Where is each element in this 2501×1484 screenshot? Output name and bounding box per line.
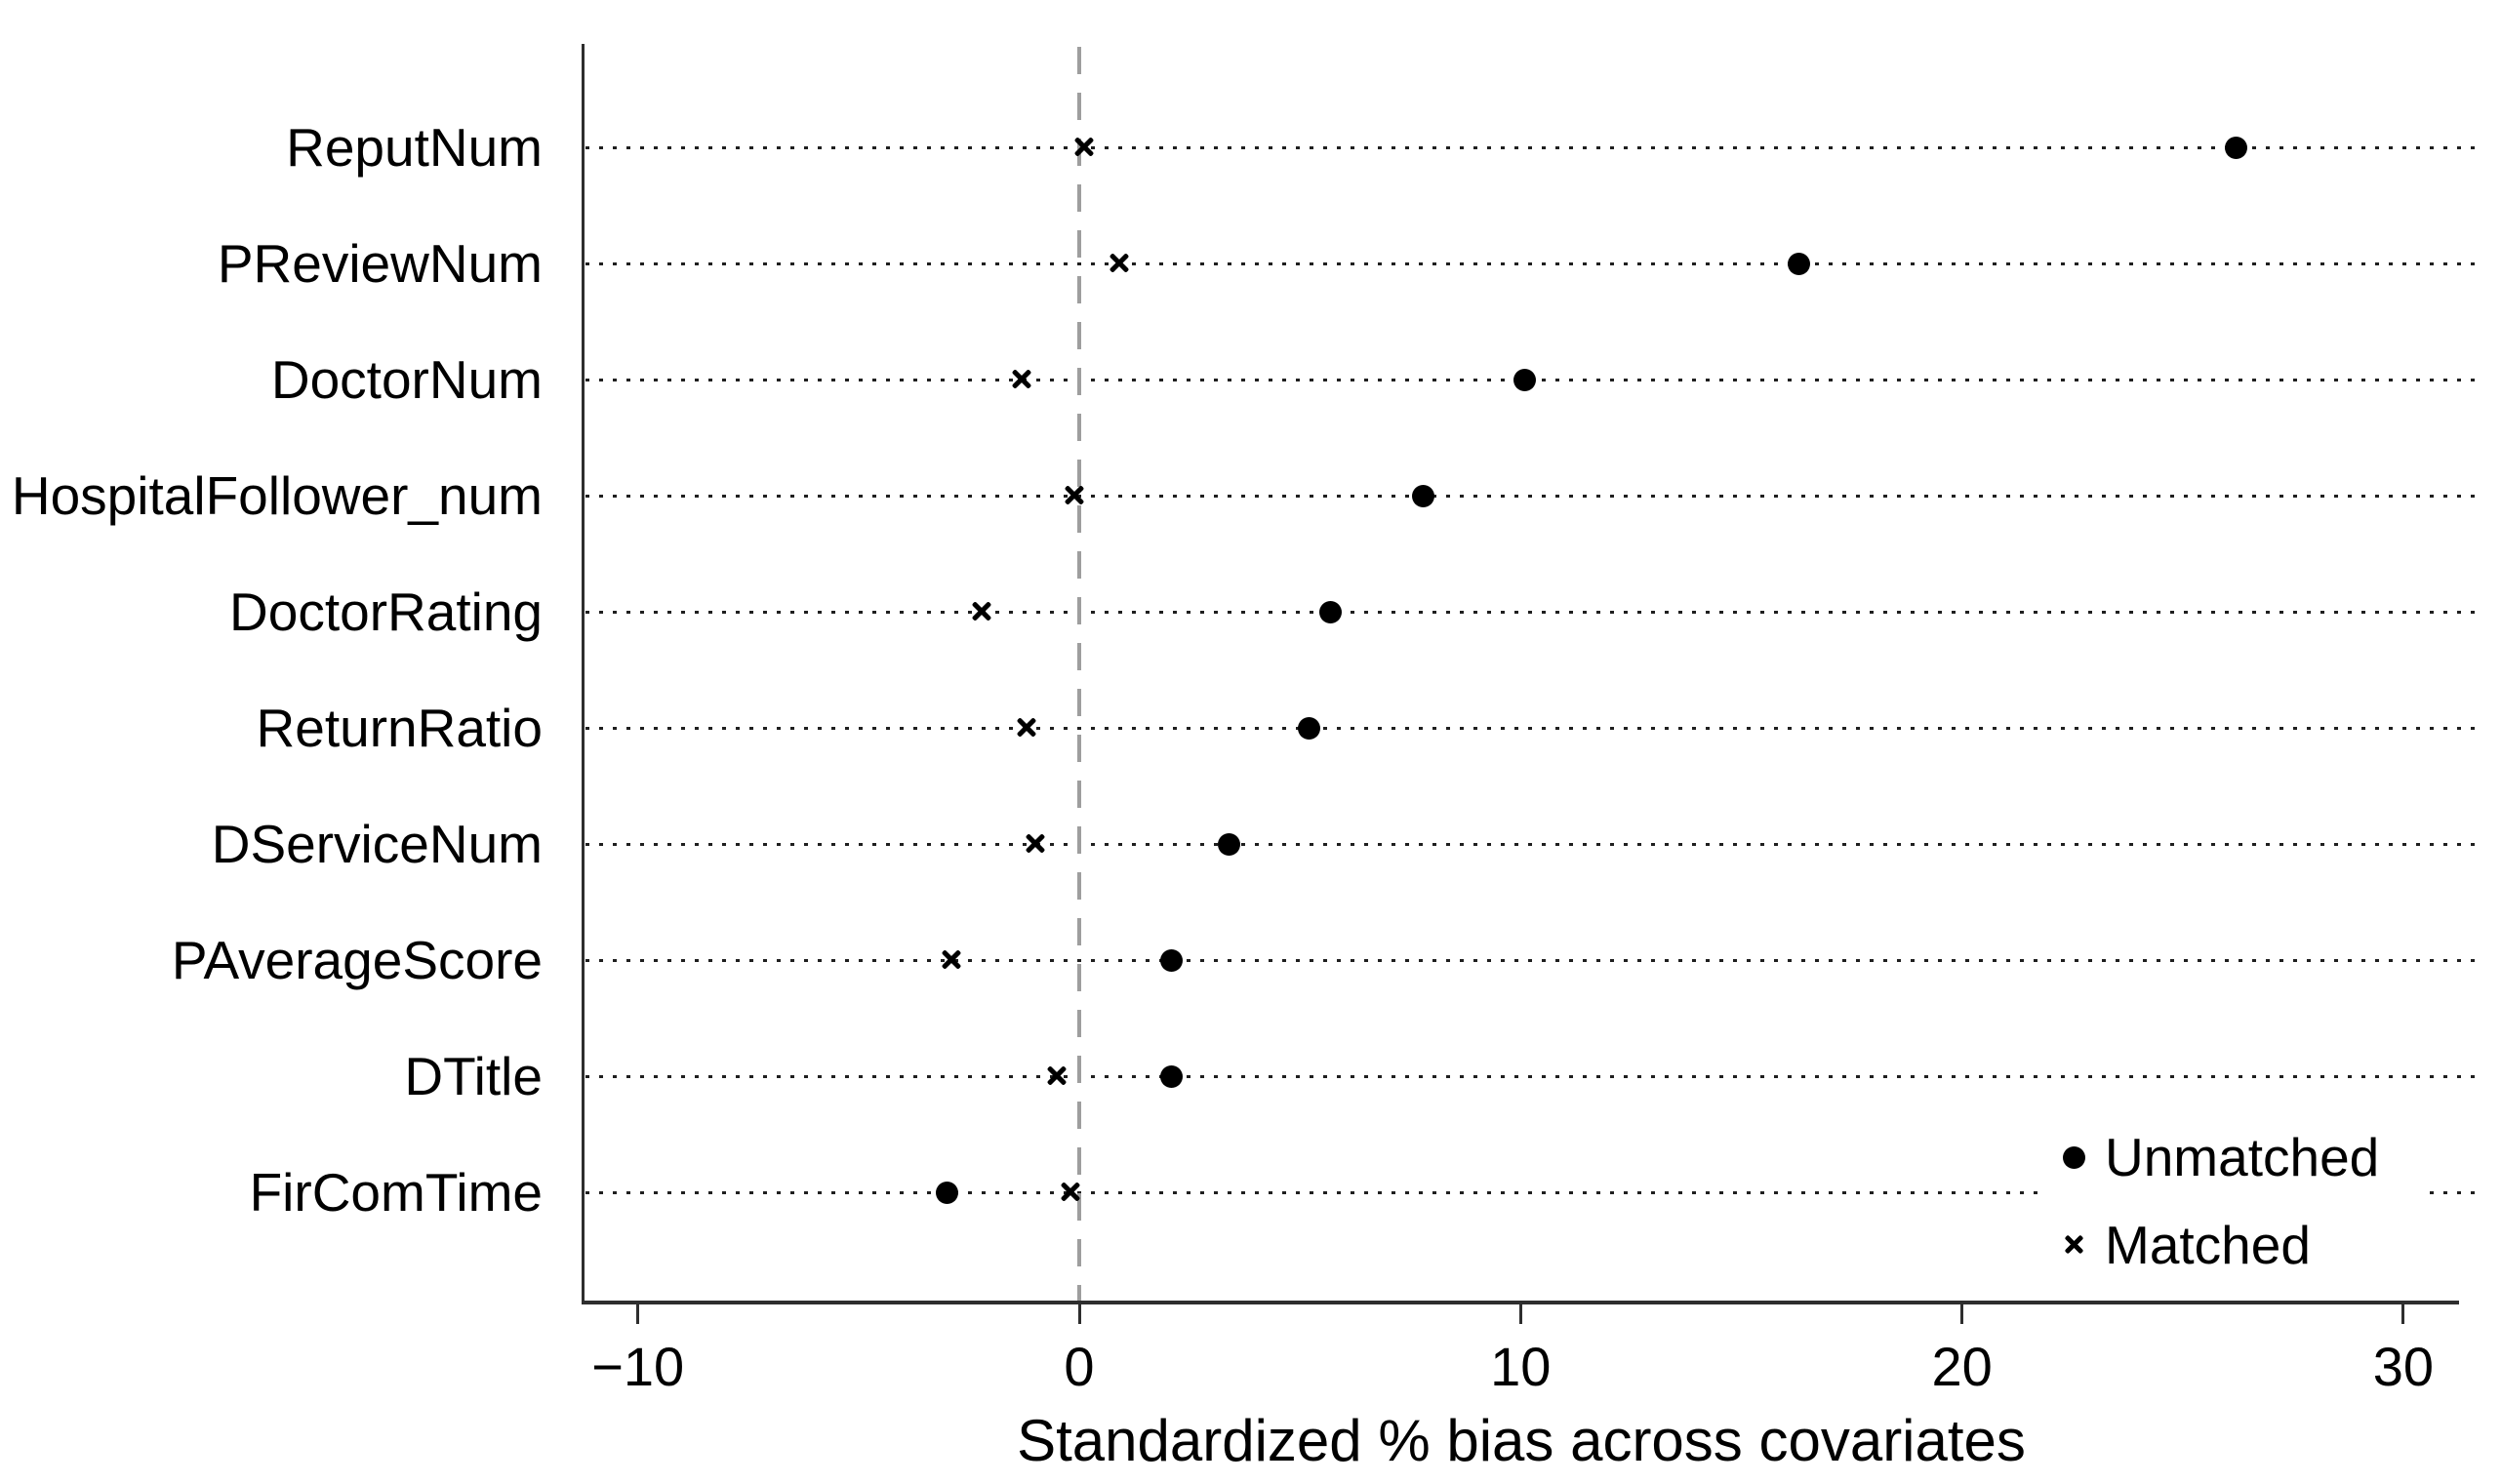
x-tick-label: −10	[591, 1336, 685, 1397]
legend-item-matched: Matched	[2042, 1208, 2425, 1282]
unmatched-marker-dservicenum	[1218, 832, 1241, 856]
row-gridline	[585, 611, 2479, 614]
legend-item-unmatched: Unmatched	[2042, 1120, 2425, 1194]
unmatched-marker-previewnum	[1787, 252, 1810, 275]
x-tick-label: 0	[1064, 1336, 1095, 1397]
category-label-hospitalfollower_num: HospitalFollower_num	[11, 465, 543, 526]
row-gridline	[585, 959, 2479, 962]
row-gridline	[585, 843, 2479, 846]
matched-marker-dservicenum	[1025, 833, 1046, 854]
matched-marker-doctornum	[1011, 369, 1032, 389]
category-label-dtitle: DTitle	[404, 1046, 543, 1106]
unmatched-circle-icon	[2062, 1145, 2085, 1169]
matched-x-icon	[2064, 1234, 2083, 1255]
unmatched-marker-paveragescore	[1160, 948, 1184, 972]
matched-marker-paveragescore	[941, 949, 962, 970]
category-label-returnratio: ReturnRatio	[256, 698, 543, 758]
legend-label-unmatched: Unmatched	[2105, 1127, 2380, 1187]
x-tick	[636, 1303, 640, 1324]
legend-marker-cell	[2042, 1234, 2105, 1255]
category-label-doctorrating: DoctorRating	[229, 582, 543, 642]
legend-marker-cell	[2042, 1145, 2105, 1169]
zero-reference-line	[1077, 47, 1081, 1303]
unmatched-marker-reputnum	[2224, 136, 2247, 159]
row-gridline	[585, 1075, 2479, 1078]
row-gridline	[585, 727, 2479, 730]
row-gridline	[585, 146, 2479, 149]
matched-marker-previewnum	[1109, 253, 1129, 273]
category-label-fircomtime: FirComTime	[249, 1162, 543, 1223]
matched-marker-hospitalfollower_num	[1065, 485, 1085, 505]
x-axis-title: Standardized % bias across covariates	[1017, 1408, 2026, 1473]
y-axis-line	[582, 44, 585, 1303]
unmatched-marker-dtitle	[1160, 1064, 1184, 1088]
x-tick-label: 20	[1931, 1336, 1993, 1397]
unmatched-marker-doctorrating	[1319, 600, 1343, 623]
row-gridline	[585, 262, 2479, 265]
category-label-doctornum: DoctorNum	[270, 349, 543, 410]
category-label-paveragescore: PAverageScore	[171, 930, 543, 990]
unmatched-marker-fircomtime	[935, 1181, 958, 1204]
row-gridline	[585, 495, 2479, 498]
x-tick	[1077, 1303, 1081, 1324]
x-tick-label: 30	[2372, 1336, 2435, 1397]
category-label-reputnum: ReputNum	[286, 117, 543, 178]
legend-label-matched: Matched	[2105, 1215, 2311, 1275]
matched-marker-returnratio	[1016, 717, 1036, 738]
unmatched-marker-doctornum	[1513, 368, 1537, 391]
unmatched-marker-returnratio	[1297, 716, 1320, 740]
category-label-previewnum: PReviewNum	[217, 233, 543, 294]
row-gridline	[585, 1191, 2479, 1194]
x-tick	[1518, 1303, 1522, 1324]
legend: Unmatched Matched	[2042, 1120, 2425, 1282]
matched-marker-dtitle	[1047, 1065, 1068, 1086]
x-tick-label: 10	[1490, 1336, 1552, 1397]
x-tick	[1960, 1303, 1964, 1324]
category-label-dservicenum: DServiceNum	[211, 814, 543, 874]
matched-marker-reputnum	[1073, 137, 1094, 157]
unmatched-marker-hospitalfollower_num	[1412, 484, 1435, 507]
matched-marker-fircomtime	[1060, 1182, 1081, 1202]
x-tick	[2401, 1303, 2405, 1324]
matched-marker-doctorrating	[972, 601, 992, 622]
